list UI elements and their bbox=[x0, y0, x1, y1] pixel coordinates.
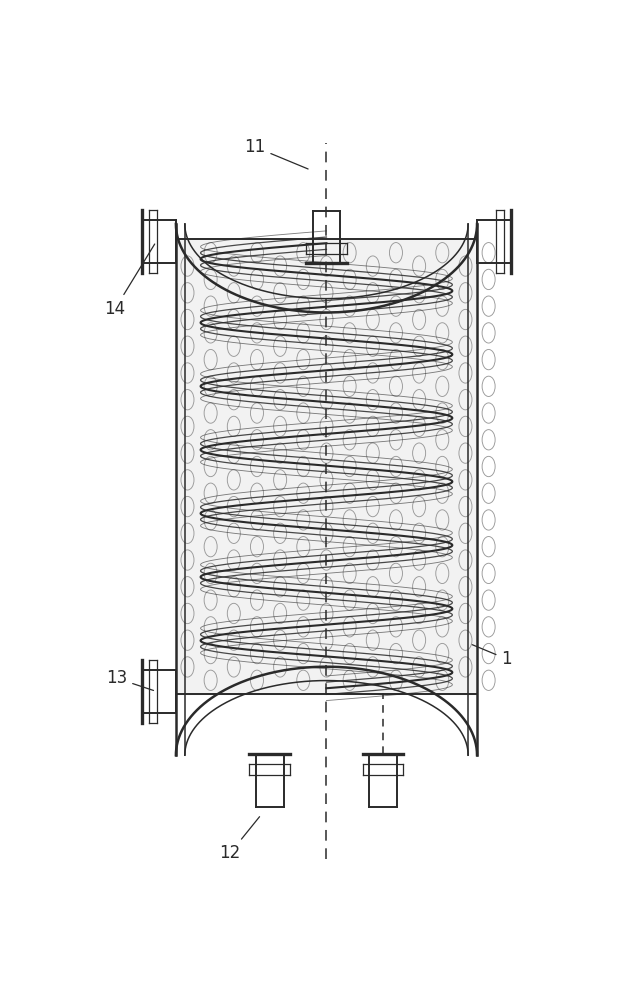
Polygon shape bbox=[176, 224, 477, 755]
Text: 11: 11 bbox=[244, 138, 308, 169]
Polygon shape bbox=[176, 239, 477, 694]
Polygon shape bbox=[176, 224, 477, 312]
Text: 13: 13 bbox=[106, 669, 154, 690]
Text: 14: 14 bbox=[104, 244, 155, 318]
Text: 1: 1 bbox=[472, 645, 512, 668]
Text: 12: 12 bbox=[220, 817, 259, 862]
Polygon shape bbox=[176, 667, 477, 755]
